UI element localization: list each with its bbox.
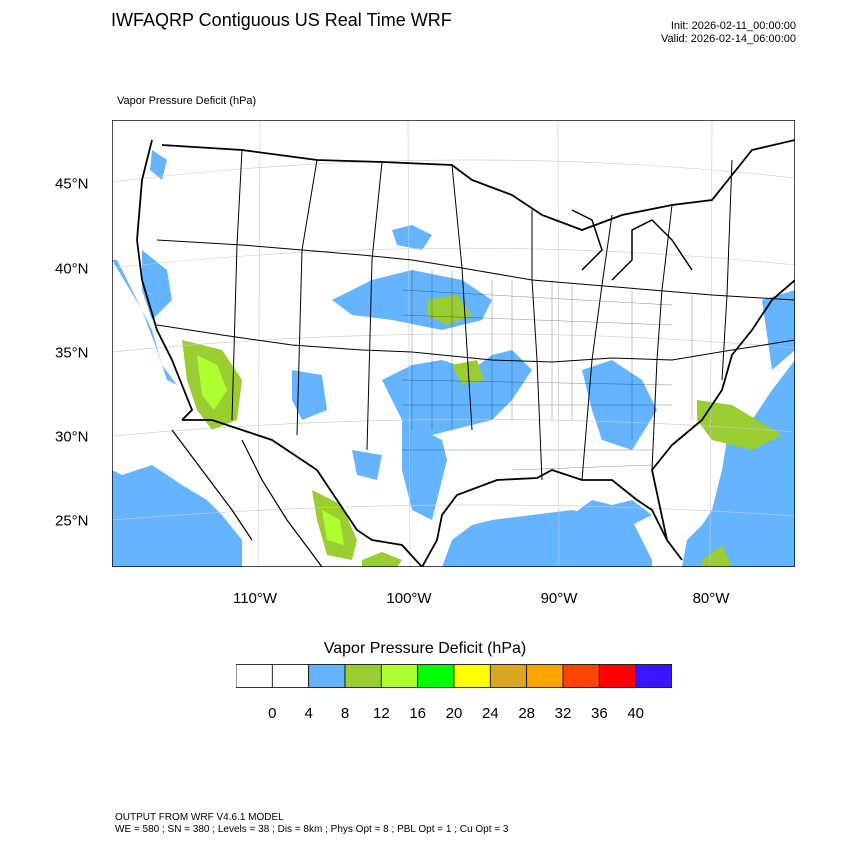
lat-label-35n: 35°N — [55, 344, 89, 362]
colorbar — [236, 664, 672, 688]
colorbar-box-7 — [489, 664, 528, 688]
lat-label-25n: 25°N — [55, 512, 89, 530]
field-label: Vapor Pressure Deficit (hPa) — [117, 95, 257, 107]
colorbar-box-4 — [380, 664, 419, 688]
colorbar-label-28: 28 — [518, 705, 535, 722]
colorbar-label-20: 20 — [445, 705, 463, 722]
colorbar-label-40: 40 — [627, 705, 644, 722]
colorbar-box-10 — [598, 664, 637, 688]
graticule — [112, 120, 795, 567]
footer-line-1: OUTPUT FROM WRF V4.6.1 MODEL — [115, 812, 284, 823]
valid-time: Valid: 2026-02-14_06:00:00 — [661, 33, 796, 45]
colorbar-label-16: 16 — [409, 705, 426, 722]
colorbar-label-36: 36 — [590, 705, 608, 722]
colorbar-box-2 — [308, 664, 346, 688]
lat-label-45n: 45°N — [55, 175, 89, 193]
lon-label-90w: 90°W — [540, 590, 578, 607]
lon-label-110w: 110°W — [232, 590, 278, 607]
plot-title: IWFAQRP Contiguous US Real Time WRF — [111, 10, 452, 30]
colorbar-box-8 — [526, 664, 564, 688]
colorbar-label-0: 0 — [268, 705, 277, 722]
colorbar-label-12: 12 — [372, 705, 390, 722]
vpd-fill-12-16 — [197, 355, 344, 545]
vpd-map — [112, 120, 795, 567]
colorbar-label-8: 8 — [340, 705, 350, 722]
init-time: Init: 2026-02-11_00:00:00 — [670, 20, 796, 32]
colorbar-box-5 — [417, 664, 455, 688]
lon-label-80w: 80°W — [692, 590, 730, 607]
colorbar-label-24: 24 — [481, 705, 499, 722]
lat-label-30n: 30°N — [55, 428, 89, 446]
colorbar-label-32: 32 — [554, 705, 572, 722]
colorbar-box-9 — [562, 664, 600, 688]
colorbar-title: Vapor Pressure Deficit (hPa) — [323, 640, 527, 657]
colorbar-box-0 — [236, 664, 273, 688]
lat-label-40n: 40°N — [55, 260, 89, 278]
model-footer: OUTPUT FROM WRF V4.6.1 MODEL WE = 580 ; … — [115, 812, 508, 836]
colorbar-box-11 — [635, 664, 672, 688]
map-background — [112, 120, 795, 567]
run-times: Init: 2026-02-11_00:00:00 Valid: 2026-02… — [661, 20, 796, 46]
lon-label-100w: 100°W — [386, 590, 432, 607]
colorbar-label-4: 4 — [304, 705, 313, 722]
colorbar-box-6 — [453, 664, 491, 688]
colorbar-box-3 — [344, 664, 382, 688]
colorbar-box-1 — [271, 664, 310, 688]
county-lines — [401, 270, 693, 471]
footer-line-2: WE = 580 ; SN = 380 ; Levels = 38 ; Dis … — [115, 824, 509, 835]
boundaries — [136, 139, 795, 567]
